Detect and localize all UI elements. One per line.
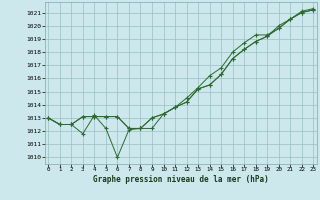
X-axis label: Graphe pression niveau de la mer (hPa): Graphe pression niveau de la mer (hPa) — [93, 175, 269, 184]
